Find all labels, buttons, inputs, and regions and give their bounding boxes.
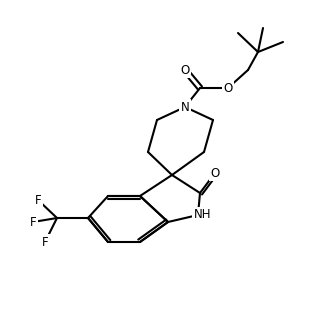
Text: N: N xyxy=(181,100,189,113)
Text: F: F xyxy=(35,194,41,206)
Text: O: O xyxy=(180,63,190,77)
Text: F: F xyxy=(30,215,36,229)
Text: NH: NH xyxy=(194,209,212,222)
Text: F: F xyxy=(42,235,48,249)
Text: O: O xyxy=(223,81,233,94)
Text: O: O xyxy=(210,166,219,179)
